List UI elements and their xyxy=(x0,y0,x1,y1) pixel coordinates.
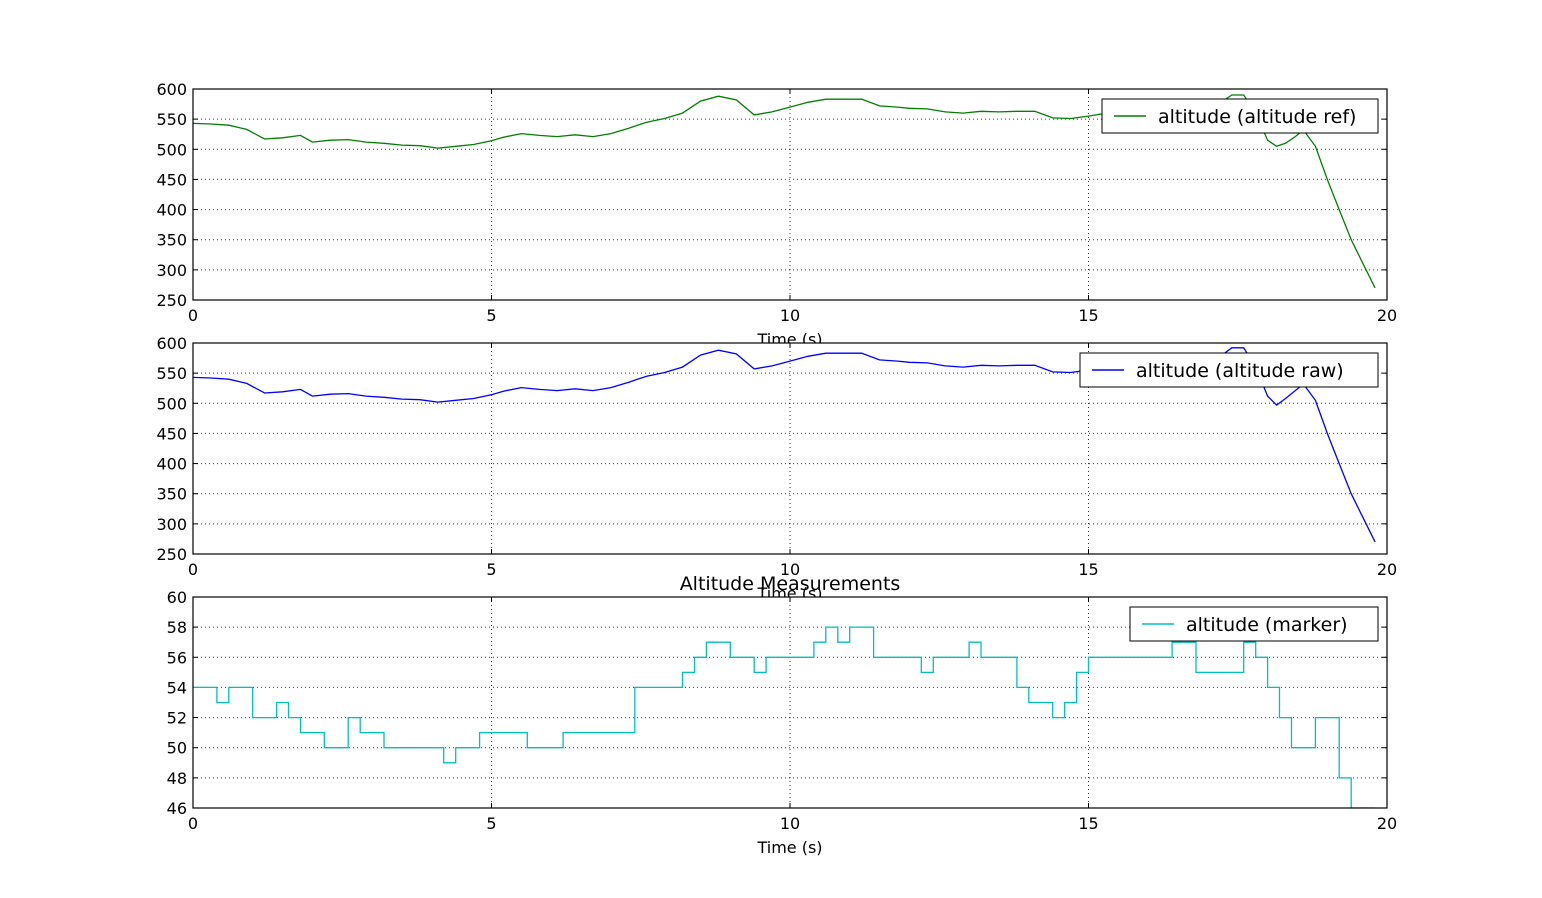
y-tick-label: 300 xyxy=(156,261,187,280)
x-tick-label: 15 xyxy=(1078,560,1098,579)
y-tick-label: 50 xyxy=(167,739,187,758)
y-tick-label: 250 xyxy=(156,545,187,564)
y-tick-label: 56 xyxy=(167,648,187,667)
y-tick-label: 52 xyxy=(167,709,187,728)
y-tick-label: 550 xyxy=(156,110,187,129)
x-tick-label: 5 xyxy=(486,560,496,579)
x-tick-label: 10 xyxy=(780,560,800,579)
y-tick-label: 500 xyxy=(156,394,187,413)
chart-title: Altitude Measurements xyxy=(680,573,901,595)
y-tick-label: 300 xyxy=(156,515,187,534)
axes-frame xyxy=(192,88,1388,301)
x-tick-label: 10 xyxy=(780,306,800,325)
y-tick-label: 58 xyxy=(167,618,187,637)
x-tick-label: 0 xyxy=(188,814,198,833)
x-axis-label: Time (s) xyxy=(756,838,822,857)
x-tick-label: 15 xyxy=(1078,306,1098,325)
x-tick-label: 0 xyxy=(188,560,198,579)
y-tick-label: 400 xyxy=(156,455,187,474)
series-line-3 xyxy=(193,626,1376,808)
y-tick-label: 550 xyxy=(156,364,187,383)
subplot-2: 0 5 10 15 20 250 300 350 400 450 500 550 600 altitude… xyxy=(156,334,1397,603)
series-line-1 xyxy=(193,94,1376,289)
y-tick-label: 350 xyxy=(156,231,187,250)
axes-frame xyxy=(192,342,1388,555)
axes-frame xyxy=(192,596,1388,809)
legend-label: altitude (altitude raw) xyxy=(1136,360,1344,382)
subplot-1: 0 5 10 15 20 250 300 350 400 450 500 550 600 altitude… xyxy=(156,80,1397,349)
x-tick-label: 0 xyxy=(188,306,198,325)
x-tick-label: 10 xyxy=(780,814,800,833)
y-tick-label: 54 xyxy=(167,678,187,697)
x-tick-label: 20 xyxy=(1377,560,1397,579)
y-tick-label: 600 xyxy=(156,334,187,353)
legend-box xyxy=(1101,98,1379,134)
subplot-3: 0 5 10 15 20 46 48 50 52 54 56 58 60 altitude (marker… xyxy=(167,573,1398,857)
y-tick-label: 500 xyxy=(156,140,187,159)
y-tick-label: 350 xyxy=(156,485,187,504)
x-tick-label: 20 xyxy=(1377,814,1397,833)
y-tick-label: 48 xyxy=(167,769,187,788)
legend-box xyxy=(1079,352,1379,388)
legend-label: altitude (altitude ref) xyxy=(1158,106,1356,128)
series-line-2 xyxy=(193,347,1376,543)
y-tick-label: 600 xyxy=(156,80,187,99)
y-tick-label: 450 xyxy=(156,170,187,189)
y-tick-label: 46 xyxy=(167,799,187,818)
y-tick-label: 400 xyxy=(156,201,187,220)
x-tick-label: 20 xyxy=(1377,306,1397,325)
x-tick-label: 5 xyxy=(486,306,496,325)
y-tick-label: 60 xyxy=(167,588,187,607)
x-tick-label: 15 xyxy=(1078,814,1098,833)
x-tick-label: 5 xyxy=(486,814,496,833)
y-tick-label: 450 xyxy=(156,424,187,443)
legend-label: altitude (marker) xyxy=(1186,614,1348,636)
y-tick-label: 250 xyxy=(156,291,187,310)
